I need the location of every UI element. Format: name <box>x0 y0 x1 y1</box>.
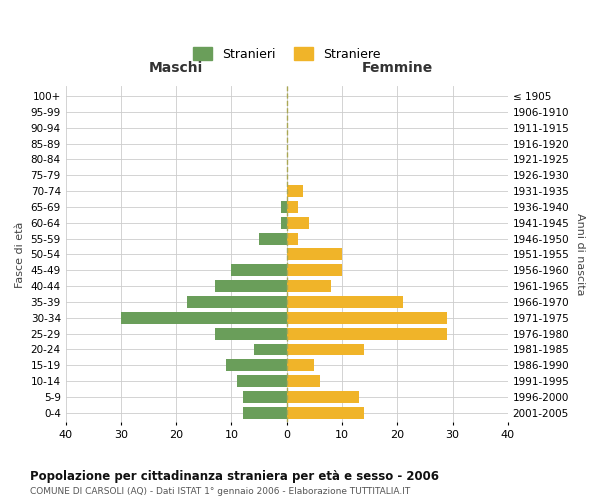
Bar <box>287 407 364 419</box>
Bar <box>287 248 342 260</box>
Bar <box>287 264 342 276</box>
Bar <box>237 375 287 387</box>
Bar <box>287 312 447 324</box>
Bar <box>281 217 287 228</box>
Bar <box>287 360 314 372</box>
Bar <box>281 201 287 213</box>
Bar <box>287 344 364 355</box>
Bar <box>187 296 287 308</box>
Bar <box>287 391 359 403</box>
Text: Maschi: Maschi <box>149 62 203 76</box>
Bar <box>215 280 287 292</box>
Bar <box>287 375 320 387</box>
Bar <box>287 201 298 213</box>
Bar <box>287 232 298 244</box>
Bar <box>121 312 287 324</box>
Text: COMUNE DI CARSOLI (AQ) - Dati ISTAT 1° gennaio 2006 - Elaborazione TUTTITALIA.IT: COMUNE DI CARSOLI (AQ) - Dati ISTAT 1° g… <box>30 488 410 496</box>
Bar <box>259 232 287 244</box>
Bar <box>215 328 287 340</box>
Y-axis label: Fasce di età: Fasce di età <box>15 221 25 288</box>
Bar <box>232 264 287 276</box>
Y-axis label: Anni di nascita: Anni di nascita <box>575 213 585 296</box>
Bar <box>287 217 309 228</box>
Text: Popolazione per cittadinanza straniera per età e sesso - 2006: Popolazione per cittadinanza straniera p… <box>30 470 439 483</box>
Bar <box>287 328 447 340</box>
Bar <box>287 185 304 197</box>
Bar <box>287 296 403 308</box>
Bar <box>287 280 331 292</box>
Bar <box>242 391 287 403</box>
Legend: Stranieri, Straniere: Stranieri, Straniere <box>188 42 385 66</box>
Bar <box>242 407 287 419</box>
Bar <box>226 360 287 372</box>
Bar <box>254 344 287 355</box>
Text: Femmine: Femmine <box>362 62 433 76</box>
